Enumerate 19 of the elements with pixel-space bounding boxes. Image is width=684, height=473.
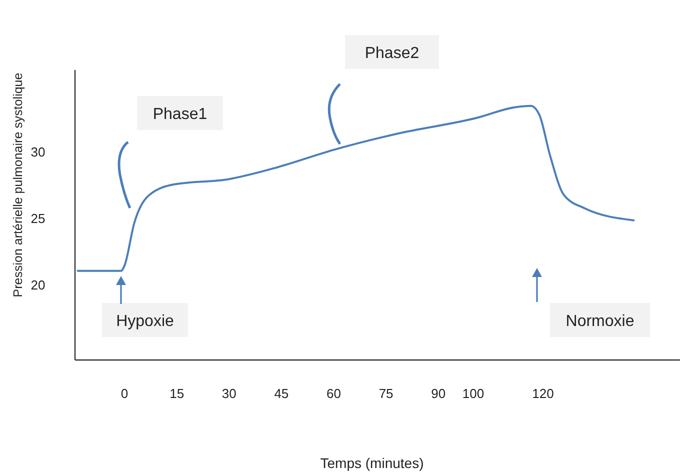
line-series xyxy=(76,104,635,272)
y-tick-label: 20 xyxy=(30,278,46,293)
x-tick-label: 15 xyxy=(170,386,184,401)
text: Phase2 xyxy=(364,45,420,62)
y-tick-label: 30 xyxy=(30,144,46,160)
x-tick-label: 30 xyxy=(222,386,236,401)
x-tick-label: 90 xyxy=(431,386,446,401)
annotation: Normoxie xyxy=(566,313,634,330)
x-tick-label: 120 xyxy=(532,386,554,401)
x-tick-label: 75 xyxy=(378,386,394,401)
y-axis-title: Pression artérielle pulmonaire systolique xyxy=(11,72,25,298)
x-axis-title: Temps (minutes) xyxy=(320,455,424,471)
x-tick-label: 100 xyxy=(462,386,484,401)
annotation: Phase1 xyxy=(152,106,208,123)
y-tick-label: 25 xyxy=(30,210,46,226)
x-tick-label: 0 xyxy=(120,386,128,401)
x-tick-label: 45 xyxy=(274,386,289,401)
annotation: Hypoxie xyxy=(116,313,174,330)
x-tick-label: 60 xyxy=(326,386,341,401)
